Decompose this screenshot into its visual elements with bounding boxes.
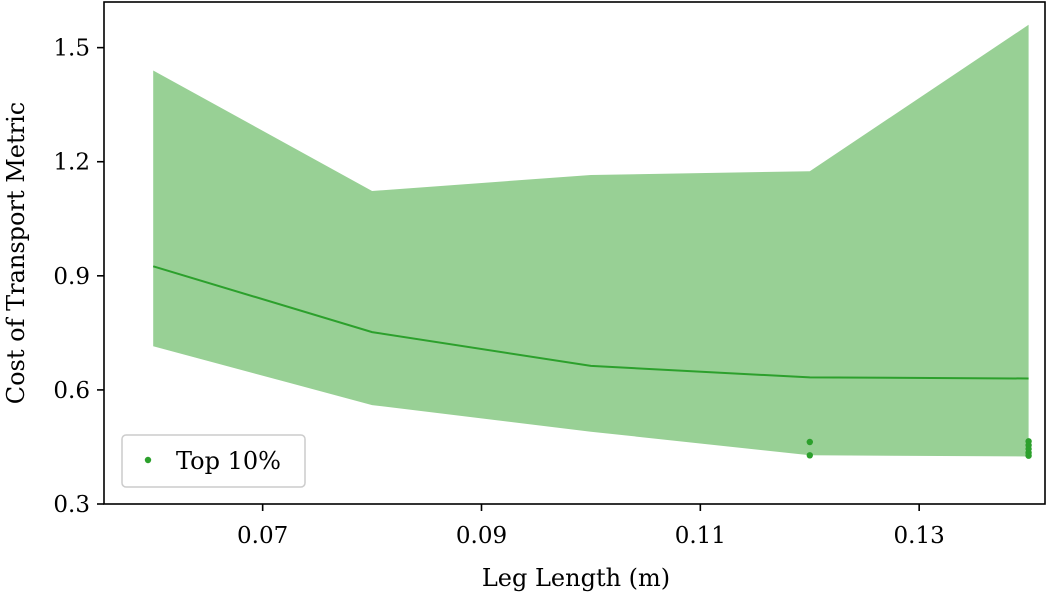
mean-line <box>152 265 1029 380</box>
plot-frame <box>103 1 1046 505</box>
axes-layer <box>103 1 1046 505</box>
line-layer <box>152 265 1029 380</box>
y-tick-label: 1.5 <box>53 36 90 62</box>
x-tick-label: 0.13 <box>894 523 945 549</box>
band-layer <box>153 24 1029 457</box>
x-tick-label: 0.09 <box>456 523 507 549</box>
std-band <box>153 24 1029 457</box>
legend-box <box>121 434 306 488</box>
legend: Top 10% <box>121 434 306 488</box>
x-tick-label: 0.07 <box>237 523 288 549</box>
y-ticks: 0.3 0.6 0.9 1.2 1.5 <box>53 36 104 518</box>
y-tick-label: 1.2 <box>53 150 90 176</box>
x-tick-label: 0.11 <box>675 523 726 549</box>
y-tick-label: 0.6 <box>53 378 90 404</box>
legend-label: Top 10% <box>176 447 281 475</box>
x-axis-title: Leg Length (m) <box>482 564 670 592</box>
points-layer <box>806 438 1032 459</box>
x-ticks: 0.07 0.09 0.11 0.13 <box>237 504 945 549</box>
top-10-point <box>1025 452 1032 459</box>
top-10-point <box>806 438 813 446</box>
legend-marker <box>144 456 152 464</box>
y-axis-title: Cost of Transport Metric <box>2 102 30 405</box>
top-10-point <box>806 452 813 459</box>
y-tick-label: 0.9 <box>53 264 90 290</box>
y-tick-label: 0.3 <box>53 492 90 518</box>
